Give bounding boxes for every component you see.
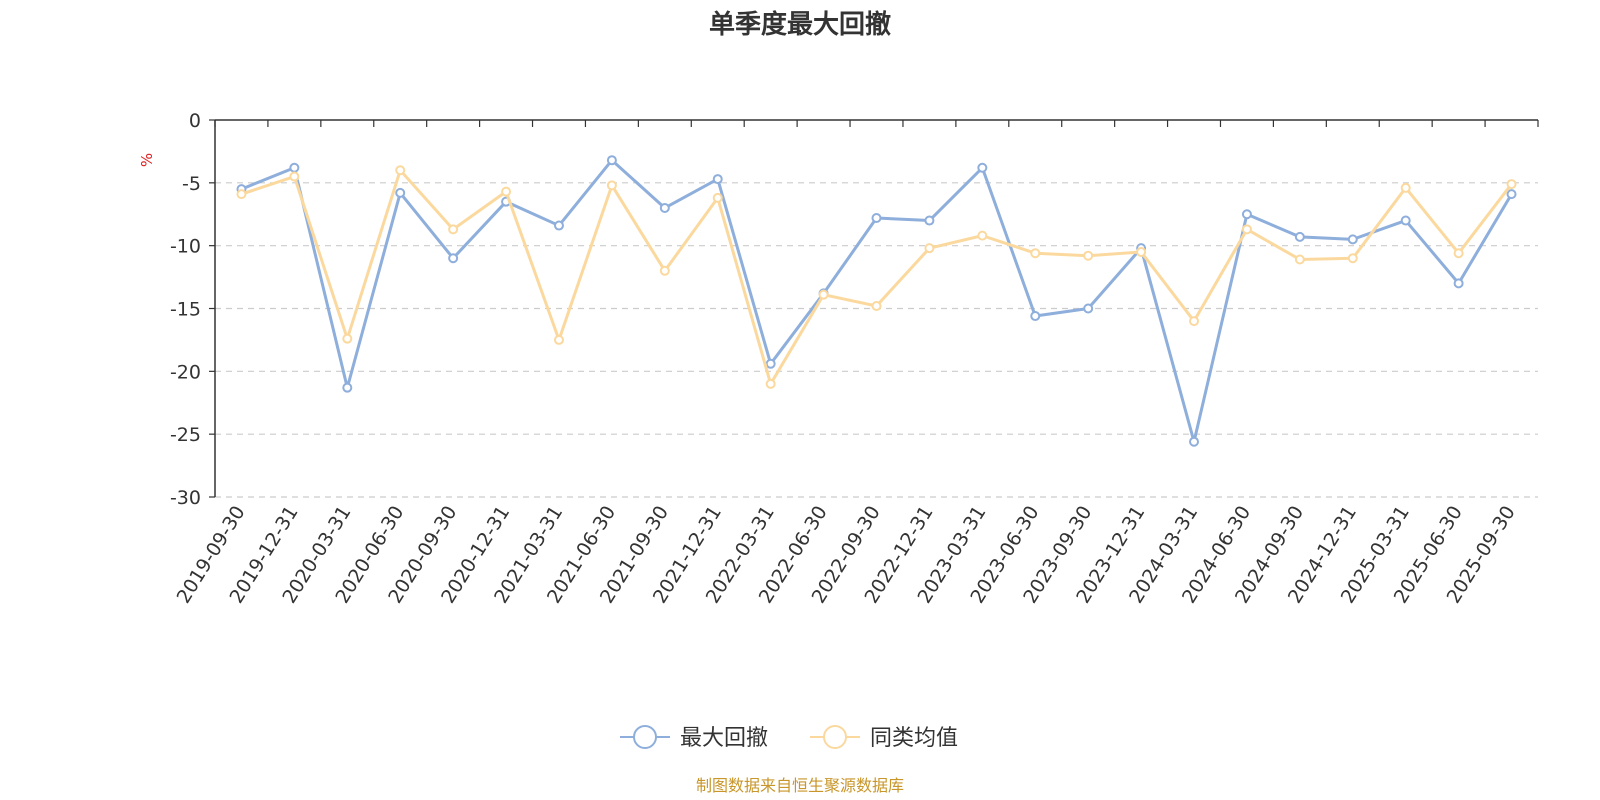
series-line-2 <box>240 168 1513 386</box>
data-point <box>1189 316 1200 327</box>
data-point <box>448 224 459 235</box>
data-point <box>924 215 935 226</box>
data-point <box>1506 189 1517 200</box>
y-tick-label: 0 <box>189 110 201 132</box>
data-point <box>289 171 300 182</box>
data-point <box>1294 254 1305 265</box>
data-point <box>1030 248 1041 259</box>
data-point <box>818 289 829 300</box>
data-point <box>924 243 935 254</box>
data-point <box>1347 234 1358 245</box>
series-line-1 <box>240 158 1513 444</box>
legend-marker-2[interactable] <box>823 725 847 749</box>
legend[interactable]: 最大回撤 同类均值 <box>620 725 958 751</box>
data-point <box>977 230 988 241</box>
data-point <box>448 253 459 264</box>
data-point <box>606 180 617 191</box>
axes: 0-5-10-15-20-25-302019-09-302019-12-3120… <box>170 110 1539 607</box>
data-point <box>765 358 776 369</box>
data-point <box>1400 182 1411 193</box>
legend-marker-1[interactable] <box>633 725 657 749</box>
data-point <box>1136 246 1147 257</box>
data-point <box>659 202 670 213</box>
data-point <box>1453 278 1464 289</box>
data-point <box>553 334 564 345</box>
grid-lines <box>215 182 1538 498</box>
legend-label-2[interactable]: 同类均值 <box>870 726 958 751</box>
data-point <box>1083 250 1094 261</box>
data-point <box>342 333 353 344</box>
y-tick-label: -10 <box>170 236 201 258</box>
data-point <box>289 162 300 173</box>
chart-title: 单季度最大回撤 <box>709 9 891 40</box>
data-point <box>1083 303 1094 314</box>
data-point <box>765 378 776 389</box>
data-point <box>1294 231 1305 242</box>
data-point <box>501 186 512 197</box>
data-point <box>1506 179 1517 190</box>
y-tick-label: -25 <box>170 424 201 446</box>
y-axis-unit: % <box>138 153 156 167</box>
y-tick-label: -30 <box>170 487 201 509</box>
data-point <box>977 162 988 173</box>
y-tick-label: -20 <box>170 361 201 383</box>
data-point <box>871 300 882 311</box>
data-point <box>342 382 353 393</box>
data-point <box>1030 311 1041 322</box>
data-point <box>1241 224 1252 235</box>
data-point <box>1400 215 1411 226</box>
data-point <box>1453 248 1464 259</box>
data-point <box>395 165 406 176</box>
data-point <box>712 192 723 203</box>
data-point <box>553 220 564 231</box>
data-point <box>606 155 617 166</box>
data-point <box>1241 209 1252 220</box>
data-source-note: 制图数据来自恒生聚源数据库 <box>696 776 904 795</box>
data-point <box>871 213 882 224</box>
data-point <box>395 187 406 198</box>
data-point <box>236 189 247 200</box>
legend-label-1[interactable]: 最大回撤 <box>680 726 768 751</box>
data-point <box>659 265 670 276</box>
series-layer <box>236 155 1517 447</box>
data-point <box>1347 253 1358 264</box>
y-tick-label: -15 <box>170 299 201 321</box>
y-tick-label: -5 <box>182 173 201 195</box>
data-point <box>712 174 723 185</box>
data-point <box>1189 436 1200 447</box>
